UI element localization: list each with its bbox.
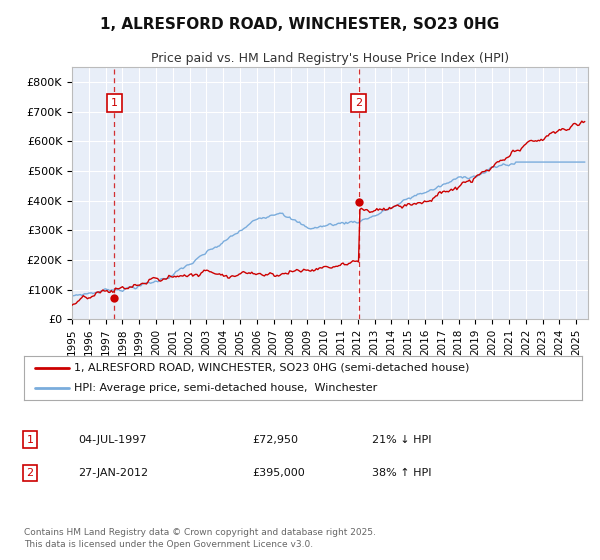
Text: 2: 2	[26, 468, 34, 478]
Text: 21% ↓ HPI: 21% ↓ HPI	[372, 435, 431, 445]
Text: £395,000: £395,000	[252, 468, 305, 478]
Text: 1: 1	[110, 98, 118, 108]
Text: 04-JUL-1997: 04-JUL-1997	[78, 435, 146, 445]
Text: 27-JAN-2012: 27-JAN-2012	[78, 468, 148, 478]
Text: HPI: Average price, semi-detached house,  Winchester: HPI: Average price, semi-detached house,…	[74, 383, 377, 393]
Text: £72,950: £72,950	[252, 435, 298, 445]
Text: 38% ↑ HPI: 38% ↑ HPI	[372, 468, 431, 478]
Text: 1, ALRESFORD ROAD, WINCHESTER, SO23 0HG (semi-detached house): 1, ALRESFORD ROAD, WINCHESTER, SO23 0HG …	[74, 363, 470, 373]
Text: 1, ALRESFORD ROAD, WINCHESTER, SO23 0HG: 1, ALRESFORD ROAD, WINCHESTER, SO23 0HG	[100, 17, 500, 32]
Text: Contains HM Land Registry data © Crown copyright and database right 2025.
This d: Contains HM Land Registry data © Crown c…	[24, 528, 376, 549]
Title: Price paid vs. HM Land Registry's House Price Index (HPI): Price paid vs. HM Land Registry's House …	[151, 52, 509, 64]
Text: 1: 1	[26, 435, 34, 445]
Text: 2: 2	[355, 98, 362, 108]
